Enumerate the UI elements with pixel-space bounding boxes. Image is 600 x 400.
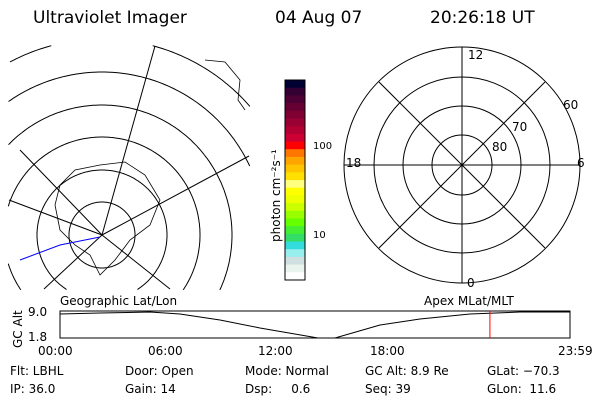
colorbar-band (285, 210, 305, 219)
mlt-label-12: 12 (468, 48, 484, 62)
colorbar-band (285, 80, 305, 89)
colorbar-band (285, 233, 305, 243)
colorbar-band (285, 103, 305, 112)
colorbar-band (285, 126, 305, 135)
door: Door: Open (125, 364, 194, 378)
x-tick: 12:00 (258, 344, 293, 358)
colorbar-band (285, 118, 305, 127)
colorbar-band (285, 141, 305, 150)
glat: GLat: −70.3 (487, 364, 560, 378)
colorbar-band (285, 180, 305, 189)
geographic-label: Geographic Lat/Lon (60, 294, 178, 308)
x-tick: 06:00 (148, 344, 183, 358)
colorbar (285, 80, 305, 281)
x-tick: 23:59 (558, 344, 593, 358)
colorbar-band (285, 241, 305, 250)
colorbar-band (285, 218, 305, 227)
colorbar-band (285, 172, 305, 181)
gain: Gain: 14 (125, 382, 176, 396)
latitude-circle (8, 71, 251, 167)
seq: Seq: 39 (365, 382, 411, 396)
mlt-label-18: 18 (346, 156, 362, 170)
x-tick: 00:00 (38, 344, 73, 358)
polar-mlt-grid (343, 46, 581, 284)
latitude-circle (68, 201, 136, 269)
colorbar-band (285, 264, 305, 273)
y-min: 1.8 (28, 330, 48, 344)
gc-alt: GC Alt: 8.9 Re (365, 364, 449, 378)
geographic-map (7, 45, 251, 291)
latitude-circle (36, 169, 168, 290)
mlat-label-70: 70 (512, 120, 528, 134)
colorbar-band (285, 226, 305, 235)
colorbar-band (285, 187, 305, 196)
ip: IP: 36.0 (10, 382, 56, 396)
mlt-label-0: 0 (467, 276, 475, 290)
date: 04 Aug 07 (275, 8, 363, 28)
colorbar-band (285, 95, 305, 104)
mlt-label-6: 6 (577, 156, 585, 170)
dsp: Dsp: 0.6 (245, 382, 311, 396)
latitude-circle (8, 104, 233, 291)
colorbar-band (285, 203, 305, 212)
colorbar-band (285, 164, 305, 173)
colorbar-band (285, 249, 305, 258)
colorbar-band (285, 133, 305, 143)
colorbar-tick: 100 (313, 141, 333, 152)
instrument-title: Ultraviolet Imager (33, 8, 187, 28)
apex-label: Apex MLat/MLT (424, 294, 514, 308)
mlat-label-80: 80 (492, 140, 508, 154)
colorbar-band (285, 110, 305, 119)
mlat-label-60: 60 (563, 98, 579, 112)
colorbar-band (285, 156, 305, 166)
colorbar-band (285, 195, 305, 204)
latitude-circle (9, 45, 251, 107)
glon: GLon: 11.6 (487, 382, 557, 396)
colorbar-band (285, 272, 305, 281)
colorbar-tick: 10 (313, 230, 326, 241)
y-axis-label: GC Alt (11, 310, 25, 348)
colorbar-band (285, 149, 305, 158)
time: 20:26:18 UT (430, 8, 535, 28)
latitude-circle (7, 136, 201, 291)
mode: Mode: Normal (245, 364, 329, 378)
colorbar-label: photon cm⁻²s⁻¹ (269, 149, 283, 242)
colorbar-band (285, 256, 305, 266)
y-max: 9.0 (28, 305, 48, 319)
x-tick: 18:00 (370, 344, 405, 358)
filter: Flt: LBHL (10, 364, 64, 378)
colorbar-band (285, 87, 305, 96)
altitude-plot (59, 310, 571, 339)
